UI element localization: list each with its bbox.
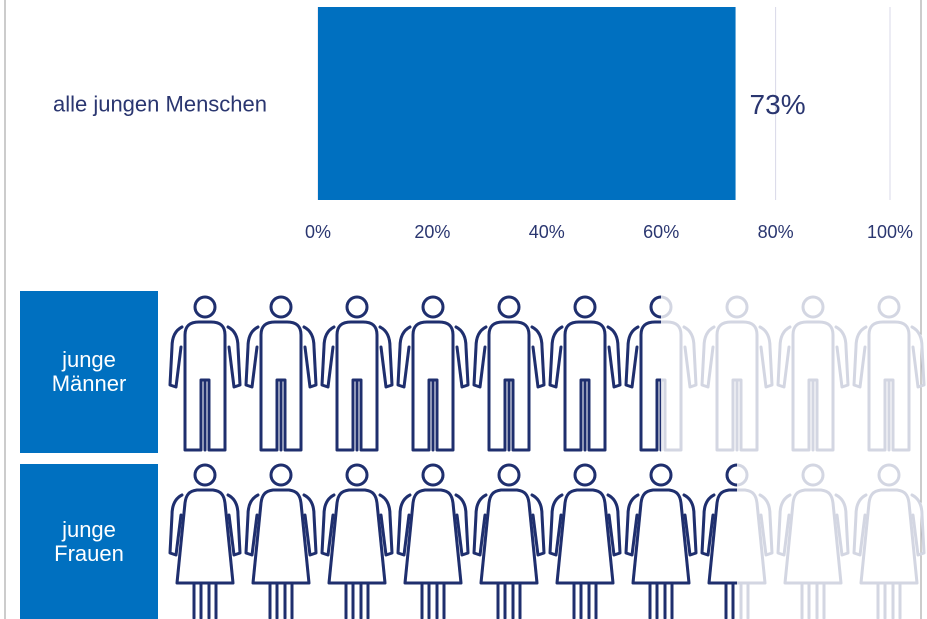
icon (396, 463, 470, 619)
icon (548, 295, 622, 452)
icons-filled (168, 463, 737, 619)
icon (396, 295, 470, 452)
x-tick-label: 0% (305, 222, 331, 242)
icon (776, 295, 850, 452)
icon (168, 463, 242, 619)
category-label: alle jungen Menschen (53, 91, 267, 116)
category-text: junge Männer (51, 347, 127, 396)
icons-faded (168, 295, 926, 452)
x-tick-label: 40% (529, 222, 565, 242)
category-label: junge Frauen (20, 464, 158, 619)
category-box (20, 291, 158, 453)
icon (320, 463, 394, 619)
x-tick-label: 80% (758, 222, 794, 242)
icon (320, 295, 394, 452)
icon (472, 295, 546, 452)
icon (472, 463, 546, 619)
value-label: 73% (750, 89, 806, 120)
bar (318, 7, 736, 200)
icon (244, 463, 318, 619)
icon (168, 295, 242, 452)
icon (852, 295, 926, 452)
icon (700, 295, 774, 452)
icon (624, 295, 661, 452)
icon (776, 463, 850, 619)
icons-faded (168, 463, 926, 619)
icons-filled (168, 295, 661, 452)
icon (548, 463, 622, 619)
category-label: junge Männer (20, 291, 158, 453)
x-tick-label: 100% (867, 222, 913, 242)
x-tick-label: 60% (643, 222, 679, 242)
category-text: junge Frauen (54, 516, 124, 566)
x-tick-label: 20% (414, 222, 450, 242)
icon (244, 295, 318, 452)
icon (852, 463, 926, 619)
category-box (20, 464, 158, 619)
icon (624, 463, 698, 619)
